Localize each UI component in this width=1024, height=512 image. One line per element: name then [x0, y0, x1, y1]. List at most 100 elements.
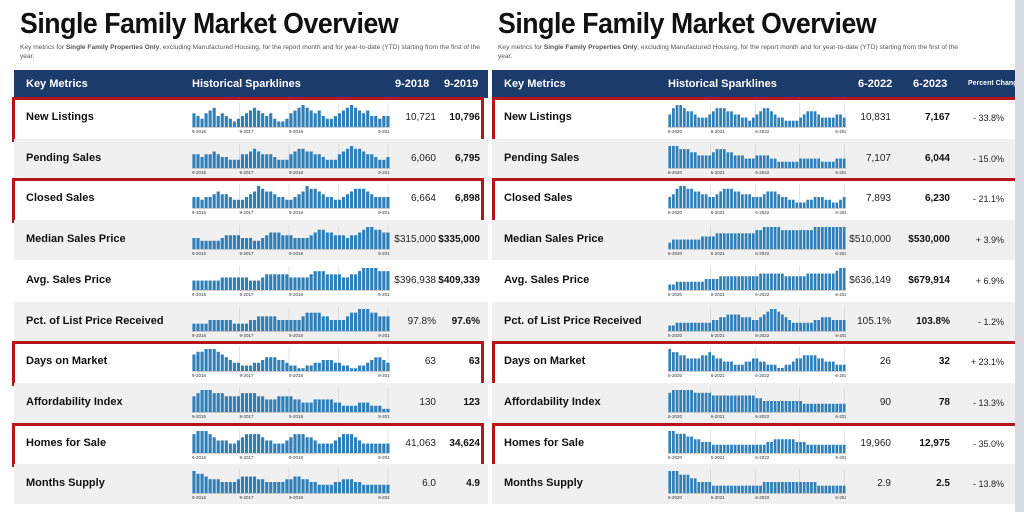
sparkline-bar [820, 403, 824, 412]
sparkline-bar [744, 233, 748, 250]
sparkline-bar [759, 273, 762, 290]
sparkline-bar [711, 485, 715, 494]
sparkline-bar [374, 267, 378, 290]
sparkline-bar [240, 277, 245, 290]
sparkline-bar [244, 197, 249, 209]
sparkline-bar [788, 161, 792, 168]
sparkline-axis-label: 9-2018 [289, 333, 304, 338]
metric-label: Closed Sales [504, 192, 573, 205]
sparkline-bar [370, 194, 374, 209]
sparkline-bar [337, 235, 342, 250]
highlight-box [12, 178, 484, 224]
sparkline-bar [378, 443, 382, 453]
sparkline-bar [200, 200, 204, 209]
sparkline-bar [281, 319, 285, 331]
current-value: 78 [938, 396, 950, 408]
sparkline-bar [788, 200, 792, 209]
sparkline-bar [386, 156, 390, 168]
sparkline-bar [817, 403, 821, 412]
sparkline-axis-label: 6-2023 [835, 129, 846, 134]
sparkline-bar [784, 364, 788, 372]
page-subtitle: Key metrics for Single Family Properties… [498, 43, 958, 61]
highlight-box [492, 178, 1022, 224]
sparkline-bar [675, 322, 679, 331]
sparkline-bar [273, 194, 277, 209]
sparkline-bar [759, 111, 762, 127]
sparkline-bar [273, 357, 277, 372]
sparkline-bar [777, 227, 781, 250]
prior-value: 90 [879, 396, 891, 408]
sparkline-bar [701, 155, 704, 168]
sparkline-bar [248, 319, 253, 331]
sparkline-bar [216, 351, 220, 372]
sparkline-bar [744, 361, 748, 372]
sparkline-bar [337, 113, 342, 127]
sparkline-bar [810, 158, 813, 168]
prior-value: 41,063 [405, 437, 436, 449]
sparkline-bar [672, 145, 675, 168]
sparkline-bar [817, 273, 821, 290]
sparkline-bar [810, 322, 813, 331]
sparkline-axis-label: 6-2023 [835, 495, 846, 500]
sparkline-bar [679, 474, 683, 494]
sparkline-bar [285, 440, 289, 453]
table-row: Affordability Index 9-2016 9-2017 9-2018 9-2… [14, 382, 488, 423]
sparkline-bar [273, 232, 277, 250]
metric-label: Days on Market [26, 355, 108, 368]
percent-change: - 13.8% [972, 479, 1004, 490]
subtitle-bold: Single Family Properties Only [543, 44, 638, 51]
highlight-box [12, 422, 484, 468]
sparkline-bar [824, 485, 828, 494]
highlight-box [12, 97, 484, 142]
sparkline-bar [220, 319, 224, 331]
sparkline-bar [751, 395, 755, 412]
sparkline-bar [759, 197, 762, 209]
sparkline-bar [701, 194, 704, 209]
sparkline-bar [236, 396, 240, 412]
sparkline-bar [386, 315, 390, 331]
sparkline-bar [770, 308, 773, 331]
sparkline-bar [313, 482, 317, 494]
metric-label: Months Supply [26, 477, 105, 490]
sparkline-axis-label: 9-2019 [378, 333, 390, 338]
sparkline-bar [220, 113, 224, 127]
subtitle-bold: Single Family Properties Only [65, 44, 160, 51]
sparkline-bar [345, 405, 350, 412]
sparkline-bar [751, 444, 755, 453]
sparkline-bar [257, 315, 261, 331]
sparkline-bar [378, 118, 382, 127]
sparkline-bar [813, 444, 817, 453]
sparkline-bar [690, 478, 693, 494]
sparkline-bar [813, 403, 817, 412]
subtitle-text: Key metrics for [498, 44, 544, 51]
current-value: 97.6% [451, 315, 480, 327]
sparkline-bar [744, 395, 748, 412]
sparkline-bar [755, 155, 759, 168]
sparkline-bar [285, 396, 289, 412]
sparkline-bar [762, 444, 766, 453]
sparkline-chart: 9-2016 9-2017 9-2018 9-2019 [192, 225, 390, 256]
sparkline-bar [831, 361, 835, 372]
sparkline-bar [285, 159, 289, 168]
sparkline-bar [730, 189, 733, 209]
sparkline-bar [236, 200, 240, 209]
sparkline-bar [802, 202, 806, 209]
sparkline-bar [813, 273, 817, 290]
sparkline-bar [770, 111, 773, 127]
current-value: $530,000 [908, 234, 950, 246]
sparkline-bar [741, 194, 744, 209]
sparkline-bar [835, 202, 839, 209]
sparkline-bar [354, 107, 358, 127]
sparkline-bar [711, 444, 715, 453]
sparkline-bar [668, 114, 672, 127]
sparkline-bar [341, 277, 346, 290]
sparkline-bar [799, 117, 802, 127]
sparkline-bar [813, 319, 817, 331]
sparkline-bar [777, 400, 781, 412]
sparkline-bar [321, 399, 325, 412]
sparkline-bar [704, 278, 708, 290]
sparkline-bar [253, 476, 257, 494]
sparkline-bar [248, 151, 253, 168]
sparkline-bar [726, 361, 730, 372]
sparkline-bar [777, 368, 781, 372]
